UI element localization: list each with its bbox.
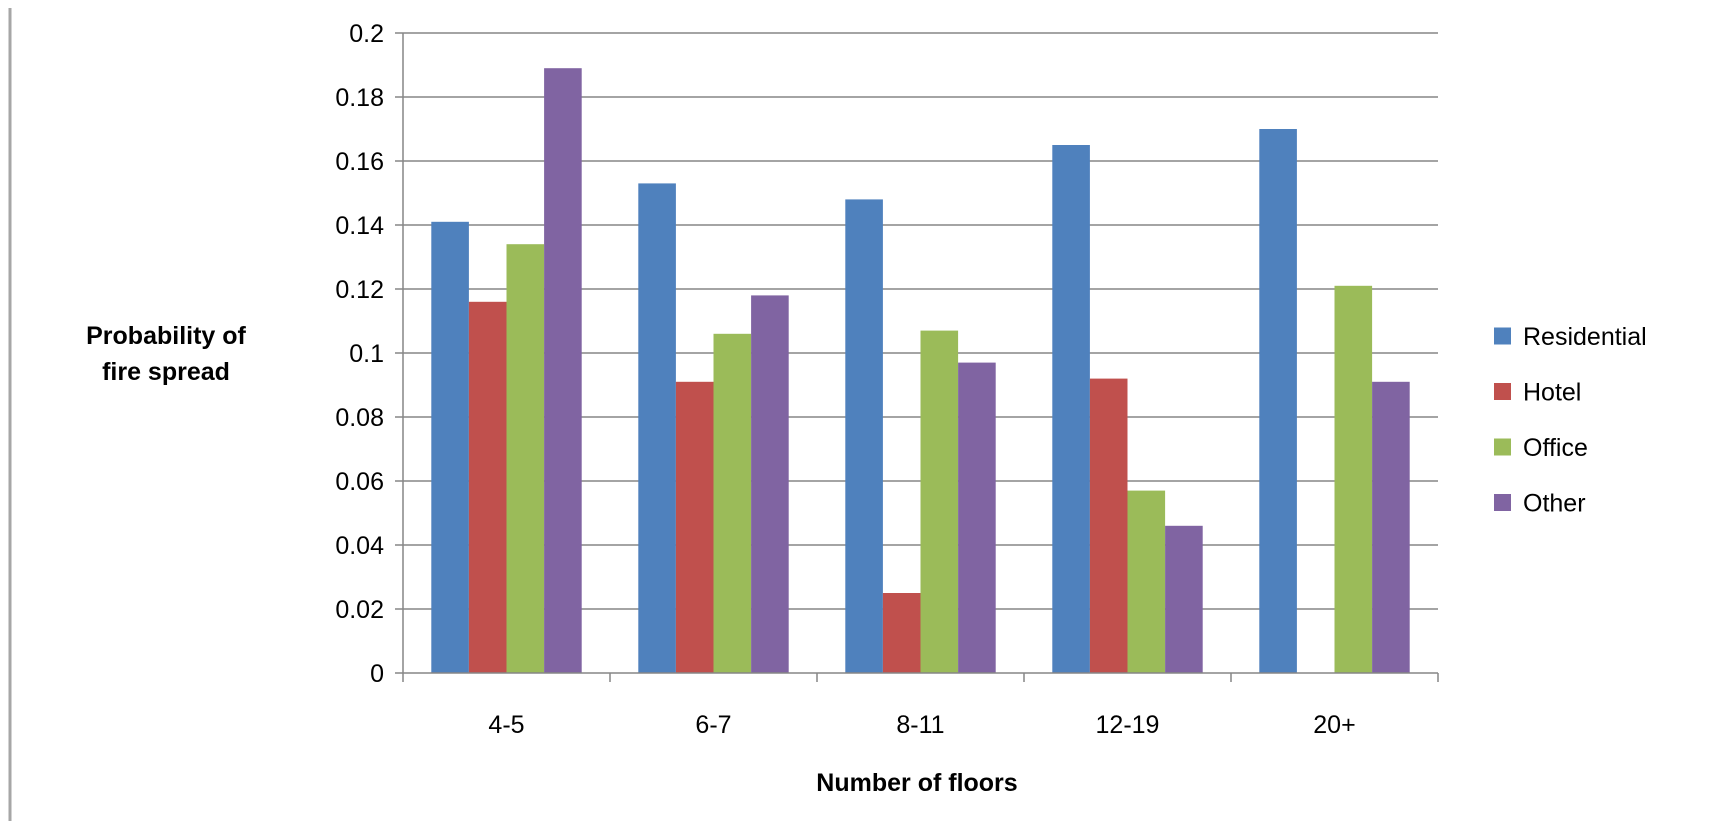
bar	[676, 382, 714, 673]
y-tick-label: 0.12	[335, 276, 384, 304]
legend-label: Residential	[1523, 323, 1647, 351]
y-tick-label: 0.06	[335, 468, 384, 496]
bar	[1090, 379, 1128, 673]
bar	[469, 302, 507, 673]
bar	[1372, 382, 1410, 673]
bar	[638, 183, 676, 673]
y-axis-title-line-1: Probability of	[86, 322, 246, 350]
legend-swatch	[1494, 383, 1511, 400]
y-axis-title-line-2: fire spread	[102, 358, 230, 386]
legend-item: Residential	[1494, 323, 1647, 351]
bar	[921, 331, 959, 673]
bar	[751, 295, 789, 673]
bar	[1259, 129, 1297, 673]
y-tick-label: 0.08	[335, 404, 384, 432]
legend-swatch	[1494, 439, 1511, 456]
x-tick-label: 20+	[1313, 711, 1355, 739]
legend-label: Hotel	[1523, 379, 1581, 407]
x-tick-label: 6-7	[695, 711, 731, 739]
bar	[1335, 286, 1373, 673]
bar-series-group	[431, 68, 1409, 673]
bar	[845, 199, 883, 673]
bar	[714, 334, 752, 673]
bar	[1165, 526, 1203, 673]
legend-swatch	[1494, 328, 1511, 345]
y-tick-label: 0.1	[349, 340, 384, 368]
y-tick-label: 0.18	[335, 84, 384, 112]
y-tick-label: 0	[370, 660, 384, 688]
y-tick-label: 0.02	[335, 596, 384, 624]
bar	[1128, 491, 1166, 673]
legend-item: Office	[1494, 434, 1588, 462]
y-tick-label: 0.14	[335, 212, 384, 240]
y-tick-labels: 0 0.02 0.04 0.06 0.08 0.1 0.12 0.14 0.16 0.18 0.2	[335, 20, 384, 688]
x-tick-label: 12-19	[1096, 711, 1160, 739]
x-tick-label: 8-11	[896, 711, 944, 739]
y-tick-label: 0.2	[349, 20, 384, 48]
legend-item: Other	[1494, 490, 1586, 518]
bar	[544, 68, 582, 673]
legend-item: Hotel	[1494, 379, 1581, 407]
legend-label: Other	[1523, 490, 1586, 518]
legend-swatch	[1494, 494, 1511, 511]
bar	[507, 244, 545, 673]
y-tick-label: 0.16	[335, 148, 384, 176]
y-tick-label: 0.04	[335, 532, 384, 560]
x-tick-label: 4-5	[488, 711, 524, 739]
bar	[431, 222, 469, 673]
x-tick-labels: 4-5 6-7 8-11 12-19 20+	[488, 711, 1355, 739]
legend: Residential Hotel Office Other	[1494, 323, 1647, 518]
x-axis-title: Number of floors	[816, 769, 1017, 797]
bar	[958, 363, 996, 673]
bar	[1052, 145, 1090, 673]
bar	[883, 593, 921, 673]
legend-label: Office	[1523, 434, 1588, 462]
